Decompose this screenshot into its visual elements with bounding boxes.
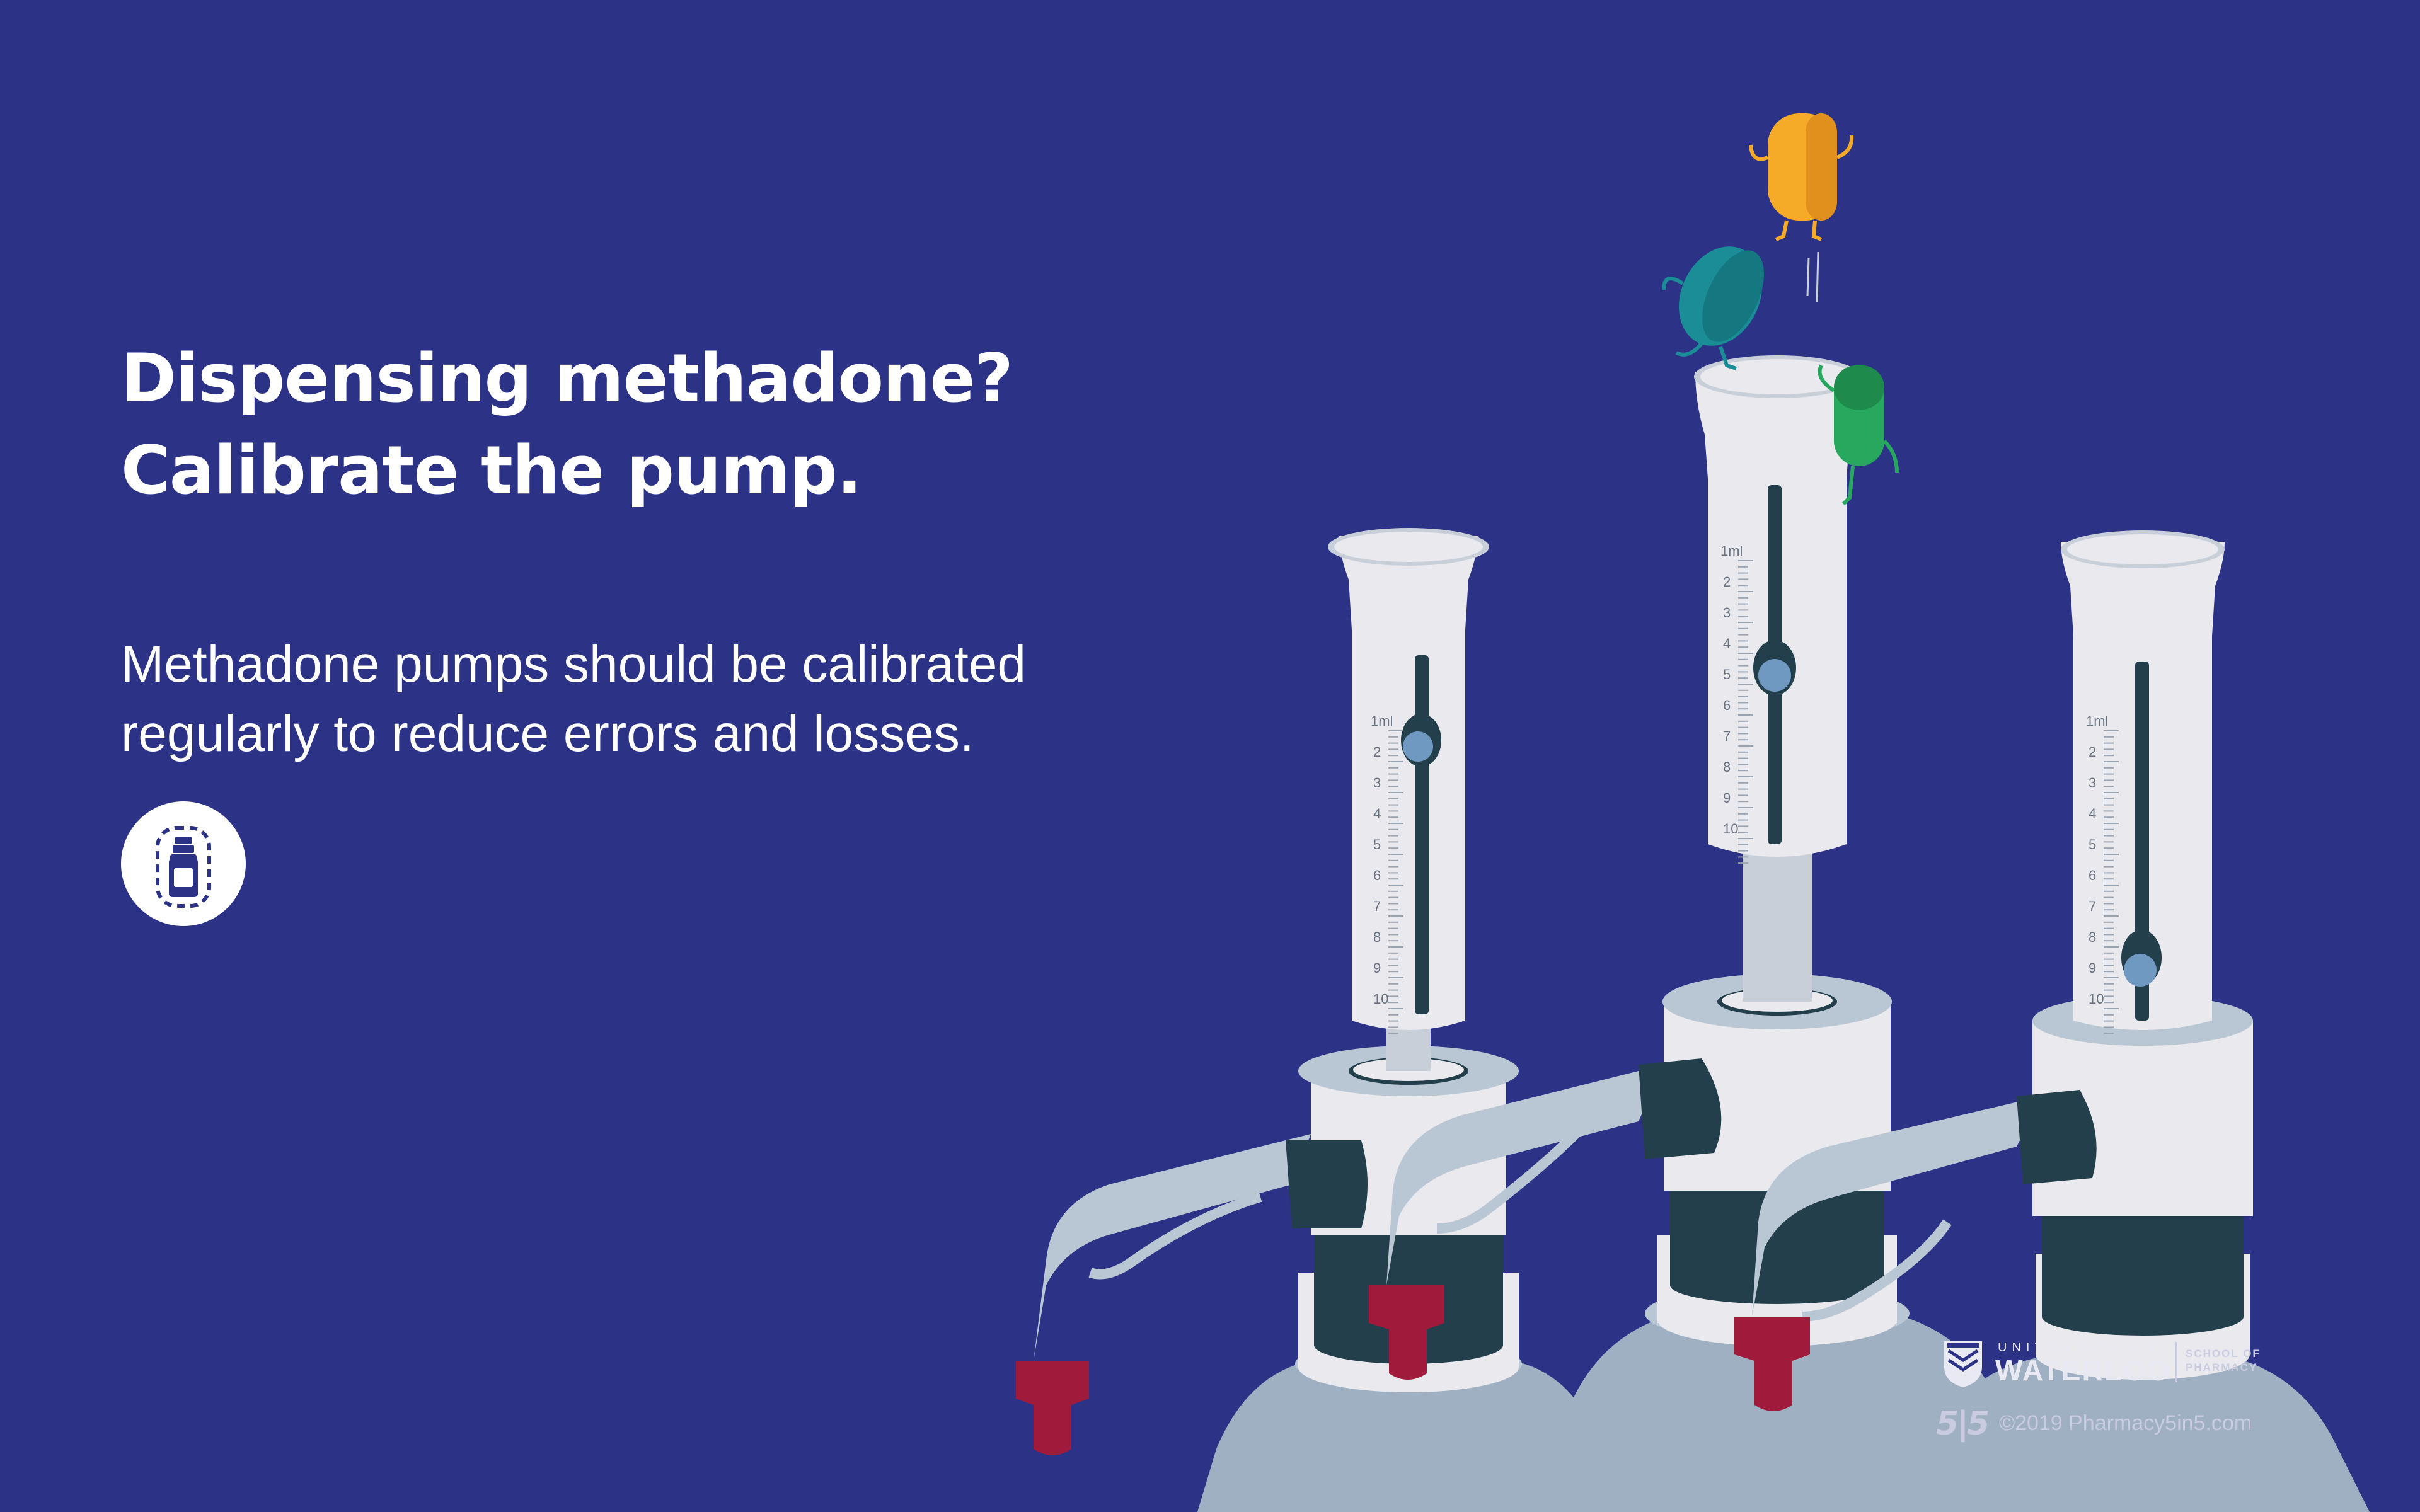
scale-tick-label: 2 <box>2089 744 2096 760</box>
headline: Dispensing methadone? Calibrate the pump… <box>121 333 1013 517</box>
dispenser-pump-right: 1ml 2 3 4 5 6 7 8 9 10 <box>1916 530 2370 1512</box>
body-line-1: Methadone pumps should be calibrated <box>121 636 1026 693</box>
headline-line-1: Dispensing methadone? <box>121 340 1013 417</box>
body-line-2: regularly to reduce errors and losses. <box>121 705 974 762</box>
pill-character-teal <box>1662 246 1764 370</box>
medicine-vial-badge <box>121 801 246 926</box>
scale-tick-label: 7 <box>1723 728 1731 744</box>
logo-divider <box>2175 1342 2177 1382</box>
scale-tick-label: 8 <box>1373 929 1381 945</box>
scale-tick-label: 9 <box>1723 790 1731 806</box>
scale-tick-label: 6 <box>1723 697 1731 713</box>
medicine-vial-icon <box>156 826 211 908</box>
scale-tick-label: 10 <box>1723 821 1738 837</box>
spout-left <box>1016 1134 1368 1455</box>
scale-tick-label: 4 <box>1373 806 1381 822</box>
volume-scale-left: 1ml 2 3 4 5 6 7 8 9 10 <box>1371 713 1403 1034</box>
pill-character-yellow <box>1749 113 1854 303</box>
pharmacy5in5-logo: 5|5 <box>1936 1405 1990 1443</box>
scale-tick-label: 4 <box>2089 806 2096 822</box>
copyright-text: ©2019 Pharmacy5in5.com <box>1999 1411 2252 1435</box>
scale-tick-label: 3 <box>2089 775 2096 791</box>
svg-text:1ml: 1ml <box>2086 713 2108 729</box>
school-name: SCHOOL OF PHARMACY <box>2186 1347 2261 1375</box>
university-line: UNIVERSITY OF <box>1998 1341 2160 1354</box>
scale-tick-label: 5 <box>1723 667 1731 682</box>
scale-tick-label: 9 <box>2089 960 2096 976</box>
footer-branding: UNIVERSITY OF WATERLOO SCHOOL OF PHARMAC… <box>1935 1336 2388 1462</box>
spout-middle <box>1369 1058 1722 1380</box>
spout-right <box>1734 1090 2097 1411</box>
scale-tick-label: 9 <box>1373 960 1381 976</box>
volume-scale-right: 1ml 2 3 4 5 6 7 8 9 10 <box>2086 713 2119 1034</box>
scale-tick-label: 8 <box>1723 759 1731 775</box>
scale-tick-label: 5 <box>1373 837 1381 852</box>
scale-tick-label: 7 <box>1373 898 1381 914</box>
scale-tick-label: 4 <box>1723 636 1731 651</box>
school-line-2: PHARMACY <box>2186 1361 2258 1373</box>
scale-tick-label: 8 <box>2089 929 2096 945</box>
svg-text:1ml: 1ml <box>1720 543 1743 559</box>
headline-line-2: Calibrate the pump. <box>121 432 862 509</box>
scale-tick-label: 2 <box>1723 574 1731 590</box>
school-line-1: SCHOOL OF <box>2186 1348 2261 1360</box>
scale-tick-label: 6 <box>2089 868 2096 883</box>
scale-tick-label: 3 <box>1723 605 1731 621</box>
scale-tick-label: 7 <box>2089 898 2096 914</box>
scale-tick-label: 6 <box>1373 868 1381 883</box>
scale-tick-label: 3 <box>1373 775 1381 791</box>
volume-scale-middle: 1ml 2 3 4 5 6 7 8 9 10 <box>1720 543 1753 864</box>
body-text: Methadone pumps should be calibrated reg… <box>121 630 1026 769</box>
pill-character-green <box>1818 364 1899 506</box>
university-crest-icon <box>1944 1341 1982 1387</box>
scale-tick-label: 10 <box>2089 991 2104 1007</box>
university-name: WATERLOO <box>1995 1354 2171 1387</box>
scale-tick-label: 5 <box>2089 837 2096 852</box>
scale-tick-label: 2 <box>1373 744 1381 760</box>
svg-text:1ml: 1ml <box>1371 713 1393 729</box>
scale-tick-label: 10 <box>1373 991 1388 1007</box>
